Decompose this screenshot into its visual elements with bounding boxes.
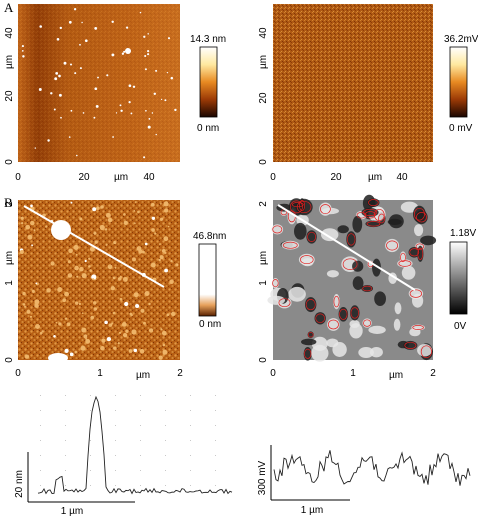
y-axis-unit: µm <box>258 251 269 265</box>
afm-topography-image-b <box>18 200 180 363</box>
y-tick: 1 <box>4 280 15 286</box>
x-axis-unit: µm <box>114 172 128 183</box>
colorbar-max-label: 46.8nm <box>193 231 226 242</box>
y-scale-label: 20 nm <box>14 470 25 498</box>
x-tick: 0 <box>15 368 21 379</box>
y-tick: 2 <box>258 201 269 207</box>
x-axis-unit: µm <box>368 172 382 183</box>
profile-line <box>23 205 165 288</box>
y-tick: 20 <box>4 90 15 102</box>
axis-ticks-a-left: 0 20 40 µm 0 20 40 µm <box>4 27 155 183</box>
x-axis-unit: µm <box>389 370 403 381</box>
potential-profile-trace <box>273 450 471 486</box>
profile-line <box>277 204 416 291</box>
y-tick: 40 <box>258 27 269 39</box>
axis-ticks-a-right: 0 20 40 µm 0 20 40 µm <box>258 27 408 183</box>
y-tick: 2 <box>4 201 15 207</box>
colorbar-a-left: 14.3 nm 0 nm <box>190 34 226 134</box>
y-tick: 40 <box>4 27 15 39</box>
colorbar-a-right: 36.2mV 0 mV <box>444 34 478 134</box>
axis-ticks-b-left: 0 1 2 µm 0 1 2 µm <box>4 201 183 381</box>
x-tick: 1 <box>350 368 356 379</box>
colorbar-min-label: 0 mV <box>449 123 473 134</box>
height-profile: 20 nm 1 µm <box>14 395 233 517</box>
y-axis-unit: µm <box>4 251 15 265</box>
colorbar-max-label: 14.3 nm <box>190 34 226 45</box>
colorbar-min-label: 0 nm <box>197 123 219 134</box>
y-tick: 1 <box>258 280 269 286</box>
x-tick: 0 <box>270 368 276 379</box>
y-tick: 0 <box>4 159 15 165</box>
y-tick: 0 <box>258 159 269 165</box>
x-axis-unit: µm <box>136 370 150 381</box>
afm-topography-image-a <box>18 4 180 162</box>
x-tick: 40 <box>143 172 155 183</box>
kpfm-potential-image-a <box>273 4 433 162</box>
kpfm-potential-image-b <box>267 194 437 362</box>
colorbar-min-label: 0V <box>454 321 467 332</box>
colorbar-max-label: 1.18V <box>450 228 476 239</box>
x-tick: 40 <box>396 172 408 183</box>
panel-label-b: B <box>4 195 13 210</box>
y-tick: 20 <box>258 92 269 104</box>
colorbar-max-label: 36.2mV <box>444 34 478 45</box>
colorbar-min-label: 0 nm <box>199 319 221 330</box>
y-tick: 0 <box>258 357 269 363</box>
y-tick: 0 <box>4 357 15 363</box>
colorbar-b-left: 46.8nm 0 nm <box>193 231 226 330</box>
panel-label-a: A <box>4 0 14 15</box>
y-axis-unit: µm <box>258 55 269 69</box>
x-scale-label: 1 µm <box>301 505 323 516</box>
x-tick: 0 <box>270 172 276 183</box>
y-scale-label: 300 mV <box>257 460 268 495</box>
axis-ticks-b-right: 0 1 2 µm 0 1 2 µm <box>258 201 436 381</box>
x-tick: 20 <box>78 172 90 183</box>
x-scale-label: 1 µm <box>61 506 83 517</box>
potential-profile: 300 mV 1 µm <box>257 445 471 516</box>
x-tick: 20 <box>330 172 342 183</box>
x-tick: 2 <box>430 368 436 379</box>
colorbar-b-right: 1.18V 0V <box>449 228 476 332</box>
x-tick: 2 <box>177 368 183 379</box>
x-tick: 0 <box>15 172 21 183</box>
x-tick: 1 <box>97 368 103 379</box>
y-axis-unit: µm <box>4 55 15 69</box>
height-profile-trace <box>37 395 233 495</box>
